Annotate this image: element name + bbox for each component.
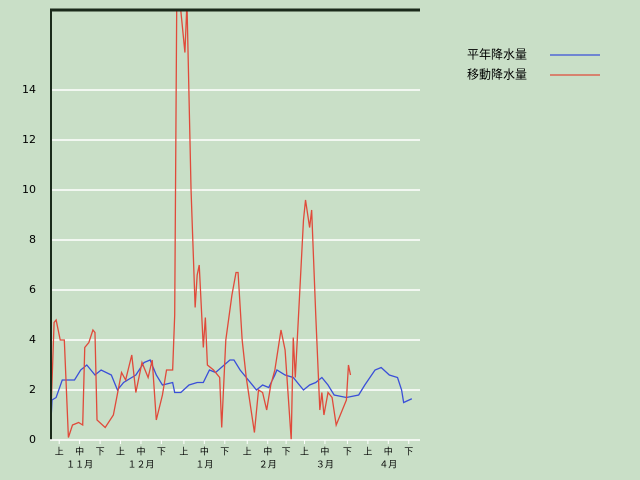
x-tick-label: 中 [384,446,393,458]
x-tick-label: 中 [136,446,145,458]
y-tick-label: 4 [29,333,36,346]
x-tick-label: 下 [404,448,413,458]
x-tick-label: 下 [157,448,166,458]
month-label: １２月 [127,460,154,471]
y-tick-label: 14 [22,83,36,96]
y-tick-label: 2 [29,383,36,396]
x-tick-label: 中 [320,446,329,458]
month-label: １月 [195,460,213,471]
y-tick-label: 6 [29,283,36,296]
x-tick-label: 下 [220,448,229,458]
month-label: １１月 [66,460,93,471]
y-tick-label: 10 [22,183,36,196]
x-tick-label: 中 [200,446,209,458]
month-label: ３月 [316,460,334,471]
x-tick-label: 下 [96,448,105,458]
month-label: ２月 [259,460,277,471]
series-line [50,10,352,440]
x-tick-label: 上 [363,447,372,458]
x-tick-label: 上 [243,447,252,458]
y-tick-label: 8 [29,233,36,246]
x-tick-label: 下 [343,448,352,458]
month-label: ４月 [379,460,397,471]
x-tick-label: 下 [282,448,291,458]
x-tick-label: 上 [116,447,125,458]
x-tick-label: 中 [75,446,84,458]
x-tick-label: 上 [55,447,64,458]
series-line [50,359,413,440]
x-tick-label: 上 [179,447,188,458]
x-tick-label: 中 [263,446,272,458]
y-tick-label: 12 [22,133,36,146]
legend-label: 平年降水量 [467,48,527,62]
legend-label: 移動降水量 [467,68,527,82]
y-tick-label: 0 [29,433,36,446]
x-tick-label: 上 [300,447,309,458]
